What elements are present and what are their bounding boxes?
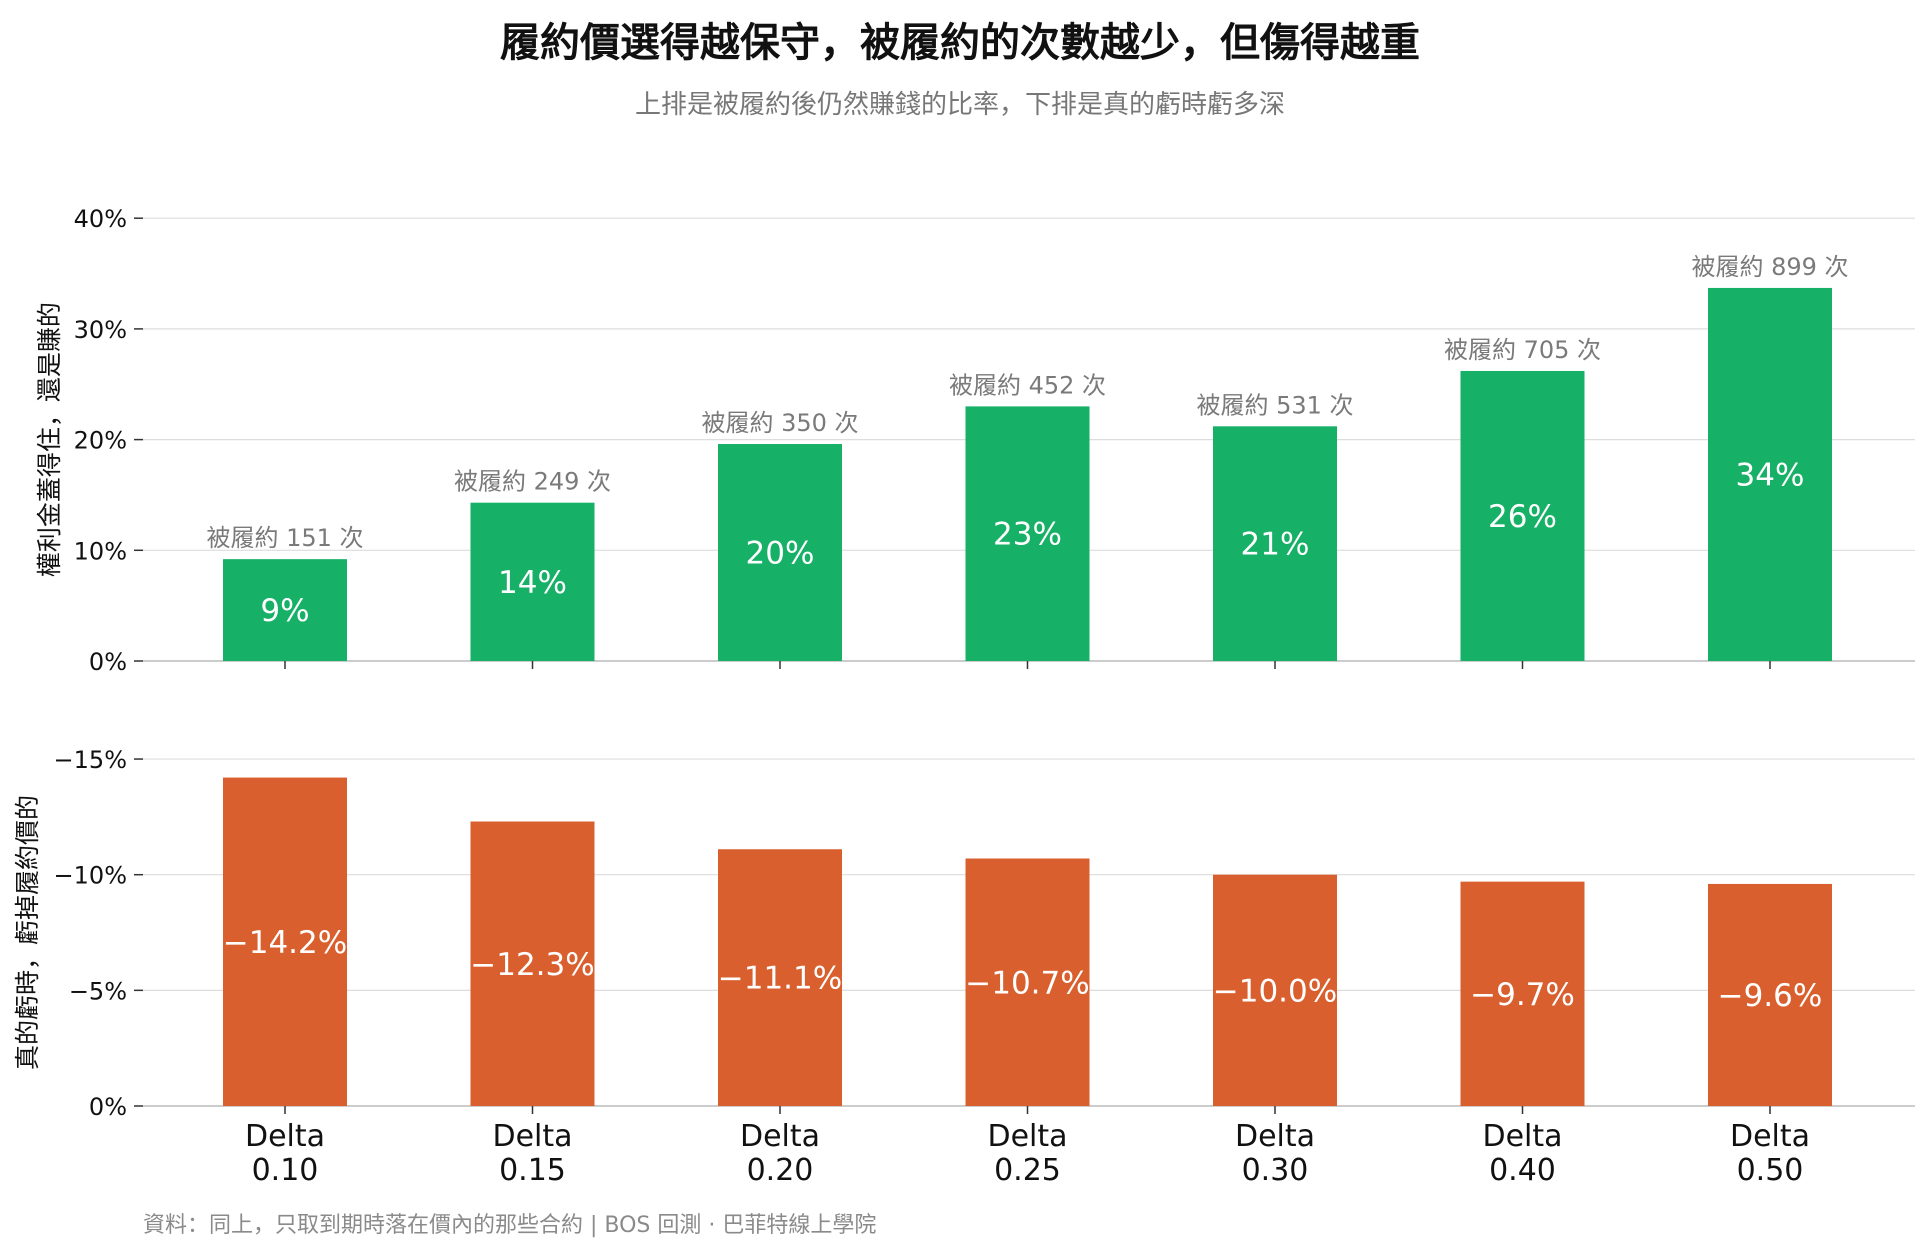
top-bar xyxy=(965,406,1090,661)
bottom-bar xyxy=(1460,881,1585,1106)
top-bar-count-annotation: 被履約 531 次 xyxy=(1196,391,1353,419)
top-bar-value-label: 20% xyxy=(746,536,815,572)
chart-subtitle: 上排是被履約後仍然賺錢的比率，下排是真的虧時虧多深 xyxy=(634,90,1285,120)
top-bar-count-annotation: 被履約 705 次 xyxy=(1444,336,1601,364)
bottom-bar-value-label: −9.7% xyxy=(1470,977,1575,1013)
top-bar xyxy=(223,559,347,661)
x-category-label-line2: 0.40 xyxy=(1489,1153,1556,1188)
top-bar-count-annotation: 被履約 452 次 xyxy=(949,371,1106,399)
bottom-ytick-label: 0% xyxy=(89,1093,127,1121)
bottom-bar-value-label: −14.2% xyxy=(223,925,347,961)
top-bar-value-label: 9% xyxy=(260,593,309,629)
top-ytick-label: 20% xyxy=(74,427,127,455)
bottom-ytick-label: −5% xyxy=(69,977,127,1005)
top-bar xyxy=(718,444,842,661)
bottom-bar xyxy=(470,821,595,1106)
x-category-label-line2: 0.30 xyxy=(1242,1153,1309,1188)
bottom-bar xyxy=(965,858,1090,1106)
x-category-label-line2: 0.15 xyxy=(499,1153,566,1188)
top-bar xyxy=(1708,287,1832,661)
top-ytick-label: 40% xyxy=(74,205,127,233)
top-bar-count-annotation: 被履約 350 次 xyxy=(701,409,858,437)
top-ytick-label: 30% xyxy=(74,316,127,344)
top-bar-value-label: 26% xyxy=(1488,499,1557,535)
top-bar-value-label: 21% xyxy=(1241,527,1310,563)
x-category-label-line2: 0.20 xyxy=(747,1153,814,1188)
bottom-bar xyxy=(1708,883,1832,1106)
bottom-bar xyxy=(223,777,347,1106)
bottom-y-axis-label: 真的虧時，虧掉履約價的 xyxy=(13,795,42,1070)
x-category-label-line1: Delta xyxy=(1482,1119,1562,1154)
top-bar-count-annotation: 被履約 249 次 xyxy=(454,468,611,496)
top-bar-value-label: 23% xyxy=(993,517,1062,553)
bottom-bar-value-label: −12.3% xyxy=(470,947,594,983)
x-category-label-line2: 0.25 xyxy=(994,1153,1061,1188)
top-bar-count-annotation: 被履約 899 次 xyxy=(1691,253,1848,281)
top-bar-count-annotation: 被履約 151 次 xyxy=(206,524,363,552)
source-footer: 資料：同上，只取到期時落在價內的那些合約 | BOS 回測 · 巴菲特線上學院 xyxy=(143,1213,877,1238)
top-y-axis-label: 權利金蓋得住，還是賺的 xyxy=(35,302,64,577)
x-category-label-line1: Delta xyxy=(987,1119,1067,1154)
x-category-label-line2: 0.10 xyxy=(252,1153,319,1188)
top-ytick-label: 0% xyxy=(89,648,127,676)
bottom-bar xyxy=(1213,874,1337,1106)
x-category-label-line1: Delta xyxy=(492,1119,572,1154)
top-ytick-label: 10% xyxy=(74,537,127,565)
x-category-label-line1: Delta xyxy=(1235,1119,1315,1154)
top-bar xyxy=(1213,426,1337,661)
bottom-bar-value-label: −11.1% xyxy=(718,961,842,997)
x-category-label-line2: 0.50 xyxy=(1737,1153,1804,1188)
top-bar-value-label: 34% xyxy=(1736,457,1805,493)
x-category-label-line1: Delta xyxy=(245,1119,325,1154)
bottom-ytick-label: −15% xyxy=(54,746,127,774)
bottom-bar-value-label: −10.0% xyxy=(1213,973,1337,1009)
x-category-label-line1: Delta xyxy=(740,1119,820,1154)
top-bar-value-label: 14% xyxy=(498,565,567,601)
top-bar xyxy=(1460,370,1585,661)
bottom-bar-value-label: −9.6% xyxy=(1718,978,1823,1014)
bottom-bar xyxy=(718,849,842,1106)
bottom-ytick-label: −10% xyxy=(54,862,127,890)
bottom-bar-value-label: −10.7% xyxy=(965,965,1089,1001)
x-category-label-line1: Delta xyxy=(1730,1119,1810,1154)
chart-title: 履約價選得越保守，被履約的次數越少，但傷得越重 xyxy=(500,20,1420,66)
top-bar xyxy=(470,502,595,661)
